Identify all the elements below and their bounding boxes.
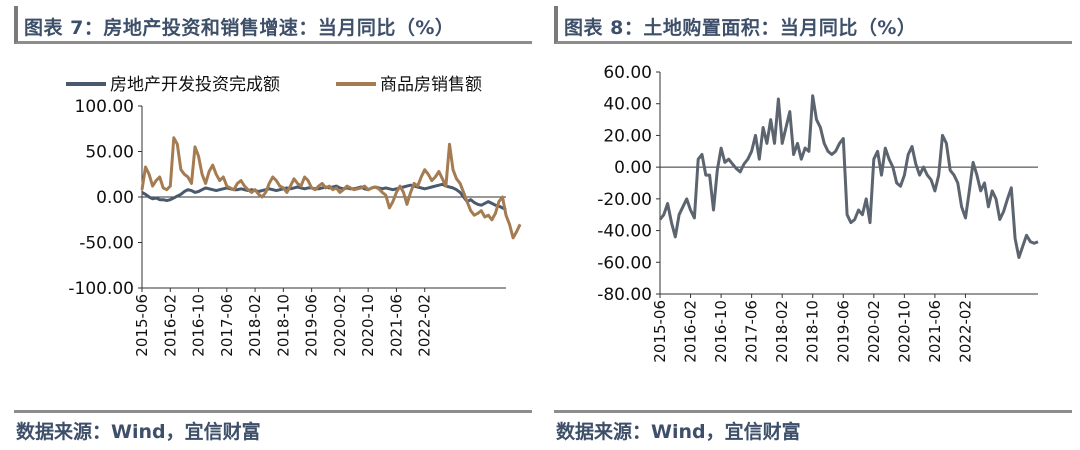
y-tick-label: -60.00 (597, 253, 652, 273)
source-note: 数据来源：Wind，宜信财富 (556, 421, 801, 443)
y-tick-label: 40.00 (603, 95, 652, 115)
y-tick-label: -50.00 (79, 234, 134, 254)
x-tick-label: 2018-10 (274, 294, 292, 357)
x-tick-label: 2020-10 (359, 294, 377, 357)
y-tick-label: -20.00 (597, 190, 652, 210)
x-tick-label: 2018-02 (773, 300, 791, 363)
source-bar: 数据来源：Wind，宜信财富 (554, 410, 1072, 443)
x-tick-label: 2016-02 (161, 294, 179, 357)
series-line-1 (658, 94, 1039, 259)
y-tick-label: 100.00 (75, 97, 134, 117)
x-tick-label: 2020-02 (865, 300, 883, 363)
chart-panel-land-purchase: 图表 8：土地购置面积：当月同比（%） 60.00 40.00 20.00 0.00 -… (540, 0, 1080, 450)
chart-title-bar: 图表 8：土地购置面积：当月同比（%） (554, 6, 1072, 44)
y-tick-label: 50.00 (85, 143, 134, 163)
y-tick-label: 0.00 (614, 158, 652, 178)
x-tick-label: 2017-06 (743, 300, 761, 363)
x-tick-label: 2015-06 (651, 300, 669, 363)
land-purchase-line-chart: 60.00 40.00 20.00 0.00 -20.00 -40.00 -60.00 -80… (597, 63, 1039, 363)
y-tick-label: 60.00 (603, 63, 652, 83)
x-tick-label: 2022-02 (956, 300, 974, 363)
x-tick-label: 2019-06 (834, 300, 852, 363)
y-tick-label: -80.00 (597, 285, 652, 305)
legend-label: 房地产开发投资完成额 (110, 75, 280, 95)
x-tick-label: 2016-10 (712, 300, 730, 363)
x-tick-label: 2021-06 (387, 294, 405, 357)
legend-label: 商品房销售额 (380, 75, 482, 95)
x-tick-label: 2015-06 (133, 294, 151, 357)
x-tick-label: 2021-06 (926, 300, 944, 363)
x-tick-label: 2018-02 (246, 294, 264, 357)
x-tick-label: 2020-02 (331, 294, 349, 357)
chart-title: 图表 8：土地购置面积：当月同比（%） (564, 17, 917, 39)
source-bar: 数据来源：Wind，宜信财富 (14, 410, 532, 443)
x-tick-label: 2019-06 (303, 294, 321, 357)
y-tick-label: 0.00 (96, 188, 134, 208)
y-tick-label: -100.00 (68, 279, 134, 299)
x-tick-label: 2016-02 (682, 300, 700, 363)
x-tick-label: 2018-10 (804, 300, 822, 363)
series-line-2 (140, 136, 522, 240)
y-tick-label: -40.00 (597, 222, 652, 242)
x-tick-label: 2016-10 (190, 294, 208, 357)
chart-title-bar: 图表 7：房地产投资和销售增速：当月同比（%） (14, 6, 532, 44)
x-tick-label: 2022-02 (416, 294, 434, 357)
source-note: 数据来源：Wind，宜信财富 (16, 421, 261, 443)
x-tick-label: 2017-06 (218, 294, 236, 357)
x-tick-label: 2020-10 (895, 300, 913, 363)
y-tick-label: 20.00 (603, 126, 652, 146)
chart-panel-investment-sales: 图表 7：房地产投资和销售增速：当月同比（%） 100.00 50.00 0.00 -… (14, 6, 532, 443)
chart-title: 图表 7：房地产投资和销售增速：当月同比（%） (24, 17, 455, 39)
